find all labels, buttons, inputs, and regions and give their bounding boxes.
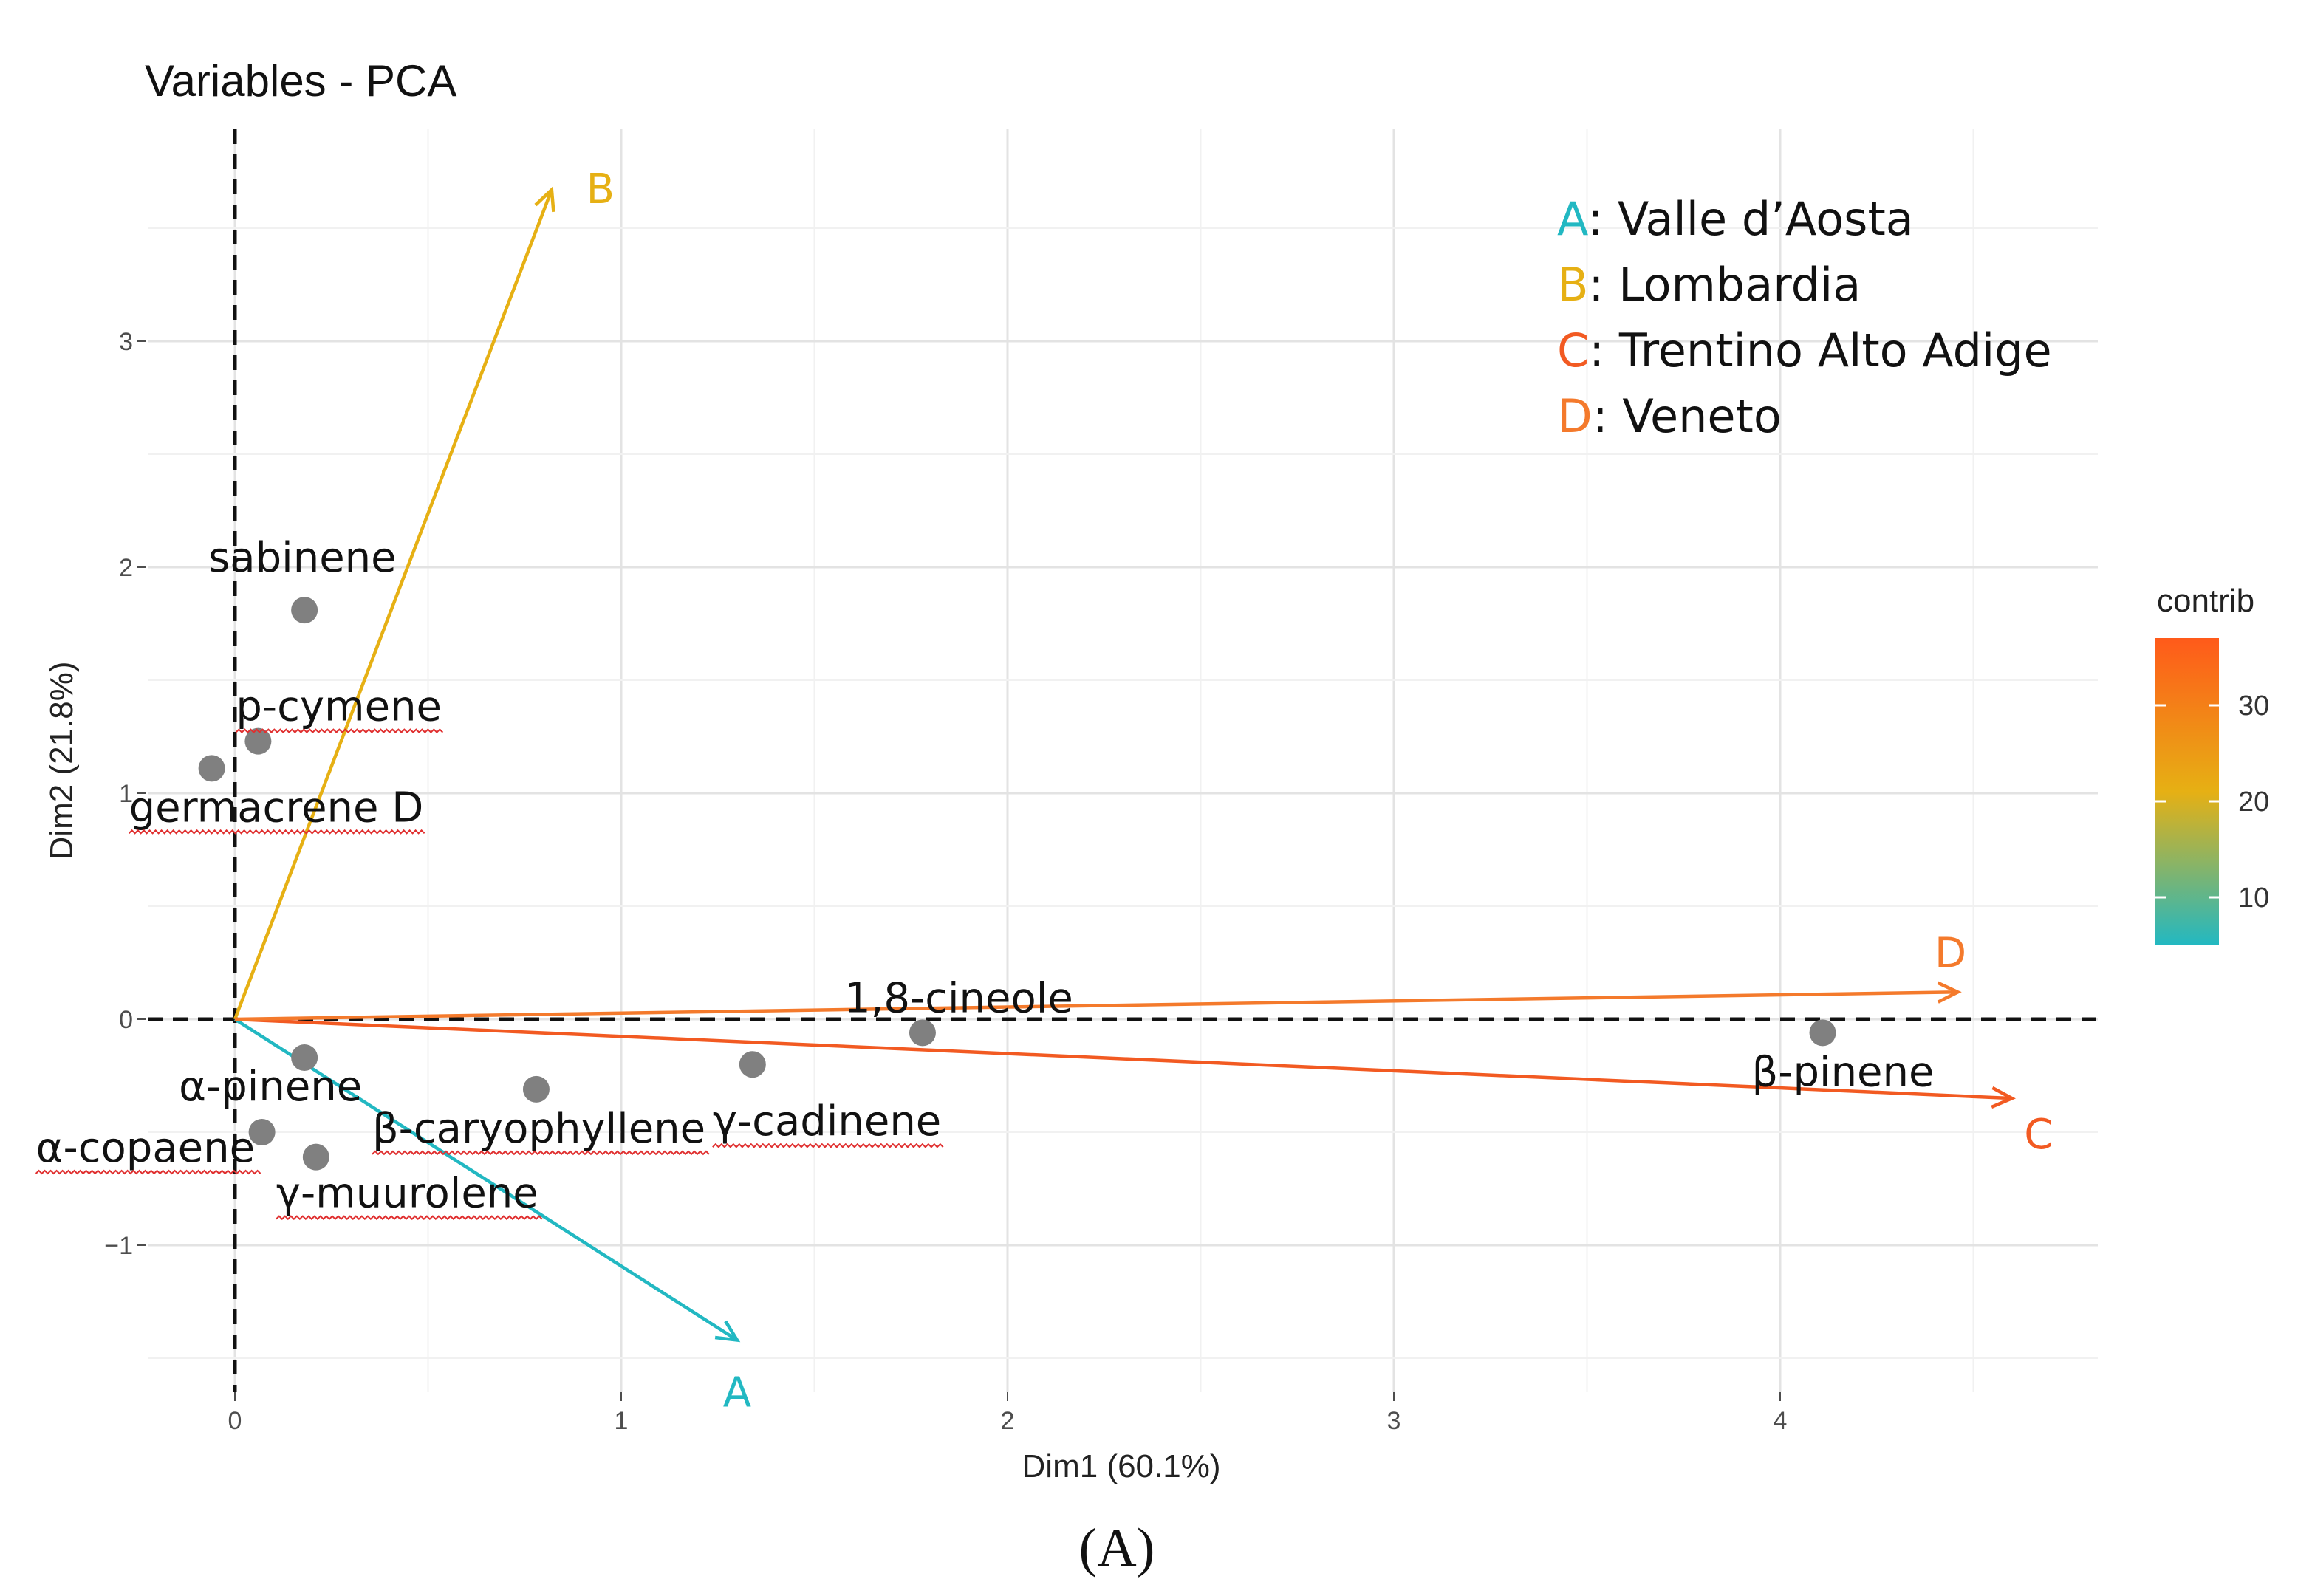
- y-tick-label: 3: [119, 328, 133, 356]
- arrow-c-head: [1991, 1086, 2016, 1109]
- x-tick-label: 0: [228, 1407, 242, 1435]
- spellcheck-underline: [276, 1215, 543, 1221]
- x-axis-label: Dim1 (60.1%): [1022, 1448, 1221, 1484]
- arrow-d-shaft: [234, 990, 1958, 1021]
- arrow-c-label: C: [2024, 1111, 2053, 1159]
- point-labels: sabinene p-cymene germacrene D 1,8-cineole β…: [35, 534, 1935, 1221]
- point--pinene: [291, 1044, 318, 1072]
- point-label: 1,8-cineole: [844, 974, 1073, 1022]
- point--copaene: [248, 1119, 276, 1145]
- point-sabinene: [291, 597, 318, 624]
- arrow-b-shaft: [233, 189, 553, 1020]
- colorbar: contrib 10 20 30: [2155, 583, 2269, 945]
- legend-key-c: C: [1557, 323, 1589, 377]
- point-label: p-cymene: [236, 683, 442, 731]
- chart-title: Variables - PCA: [145, 56, 456, 106]
- grid: [148, 129, 2098, 1392]
- spellcheck-underline: [35, 1169, 261, 1175]
- arrow-b-head: [534, 186, 555, 213]
- legend-item-b: B: Lombardia: [1557, 258, 1861, 312]
- point--muurolene: [302, 1143, 329, 1171]
- arrow-a-shaft: [233, 1018, 739, 1342]
- y-tick-label: 0: [119, 1006, 133, 1034]
- point-label: γ-muurolene: [276, 1170, 538, 1218]
- point-1-8-cineole: [909, 1019, 936, 1047]
- legend-key-b: B: [1557, 258, 1589, 312]
- point-label: α-copaene: [36, 1124, 255, 1172]
- arrow-b-label: B: [586, 165, 615, 213]
- x-tick-label: 1: [615, 1407, 629, 1435]
- arrow-d-label: D: [1935, 929, 1966, 977]
- point--cadinene: [739, 1051, 766, 1078]
- legend-key-a: A: [1557, 192, 1588, 246]
- colorbar-title: contrib: [2157, 583, 2254, 619]
- arrow-a-label: A: [723, 1369, 751, 1417]
- point-p-cymene: [244, 727, 272, 755]
- legend-key-d: D: [1557, 389, 1593, 443]
- y-tick-label: 2: [119, 554, 133, 582]
- legend-name-b: : Lombardia: [1589, 258, 1861, 312]
- arrow-a-head: [714, 1320, 741, 1343]
- point-germacrene-d: [198, 755, 225, 782]
- spellcheck-underline: [235, 728, 444, 734]
- point-label: α-pinene: [179, 1063, 362, 1111]
- point-label: β-caryophyllene: [372, 1105, 705, 1153]
- colorbar-tick-label: 10: [2238, 883, 2269, 914]
- spellcheck-underline: [128, 829, 425, 835]
- point-label: β-pinene: [1752, 1048, 1935, 1096]
- panel-tag: (A): [1079, 1518, 1155, 1578]
- point-label: sabinene: [208, 534, 397, 582]
- legend-name-a: : Valle d’Aosta: [1587, 192, 1913, 246]
- x-tick-label: 3: [1387, 1407, 1401, 1435]
- colorbar-ticks: 10 20 30: [2155, 691, 2269, 914]
- y-tick-label: −1: [104, 1232, 133, 1260]
- legend-item-d: D: Veneto: [1557, 389, 1782, 443]
- arrow-d-head: [1937, 981, 1962, 1004]
- legend-name-d: : Veneto: [1593, 389, 1782, 443]
- point-label: γ-cadinene: [713, 1097, 941, 1145]
- legend-item-c: C: Trentino Alto Adige: [1557, 323, 2052, 377]
- spellcheck-underline: [372, 1150, 710, 1156]
- axis-ticks: 0 1 2 3 4 −1 0 1 2 3: [104, 328, 1787, 1435]
- spellcheck-underline: [712, 1143, 944, 1148]
- colorbar-gradient: [2155, 638, 2219, 945]
- zero-reference-lines: [148, 129, 2098, 1392]
- individual-points: [198, 597, 1836, 1171]
- point--caryophyllene: [522, 1075, 550, 1103]
- y-axis-label: Dim2 (21.8%): [44, 662, 80, 860]
- legend-item-a: A: Valle d’Aosta: [1557, 192, 1914, 246]
- y-tick-label: 1: [119, 780, 133, 808]
- point--pinene: [1809, 1019, 1836, 1047]
- arrow-c-shaft: [234, 1017, 2012, 1100]
- x-tick-label: 4: [1774, 1407, 1788, 1435]
- point-label: germacrene D: [129, 784, 424, 832]
- x-tick-label: 2: [1001, 1407, 1015, 1435]
- legend-name-c: : Trentino Alto Adige: [1589, 323, 2051, 377]
- colorbar-tick-label: 30: [2238, 691, 2269, 722]
- colorbar-tick-label: 20: [2238, 787, 2269, 818]
